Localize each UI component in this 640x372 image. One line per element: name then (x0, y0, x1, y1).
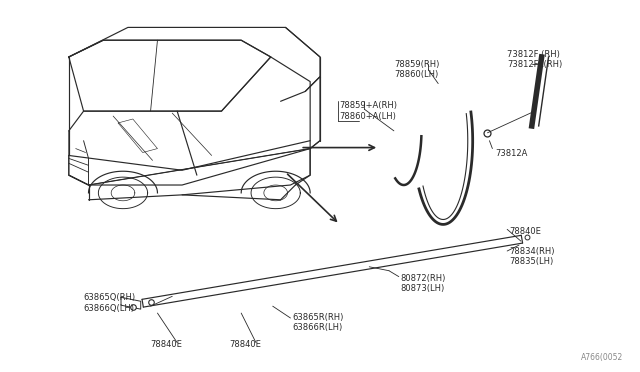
Text: 80872(RH)
80873(LH): 80872(RH) 80873(LH) (401, 274, 446, 293)
Text: 78840E: 78840E (229, 340, 261, 349)
Text: 78859(RH)
78860(LH): 78859(RH) 78860(LH) (394, 60, 439, 79)
Text: 78834(RH)
78835(LH): 78834(RH) 78835(LH) (509, 247, 555, 266)
Text: 78859+A(RH)
78860+A(LH): 78859+A(RH) 78860+A(LH) (340, 101, 397, 121)
Text: A766(0052: A766(0052 (581, 353, 623, 362)
Text: 73812F (RH)
73812FA(RH): 73812F (RH) 73812FA(RH) (507, 50, 563, 70)
Text: 63865R(RH)
63866R(LH): 63865R(RH) 63866R(LH) (292, 313, 344, 333)
Text: 63865Q(RH)
63866Q(LH): 63865Q(RH) 63866Q(LH) (84, 294, 136, 313)
Text: 73812A: 73812A (495, 148, 528, 158)
Text: 78840E: 78840E (509, 227, 541, 236)
Text: 78840E: 78840E (150, 340, 182, 349)
